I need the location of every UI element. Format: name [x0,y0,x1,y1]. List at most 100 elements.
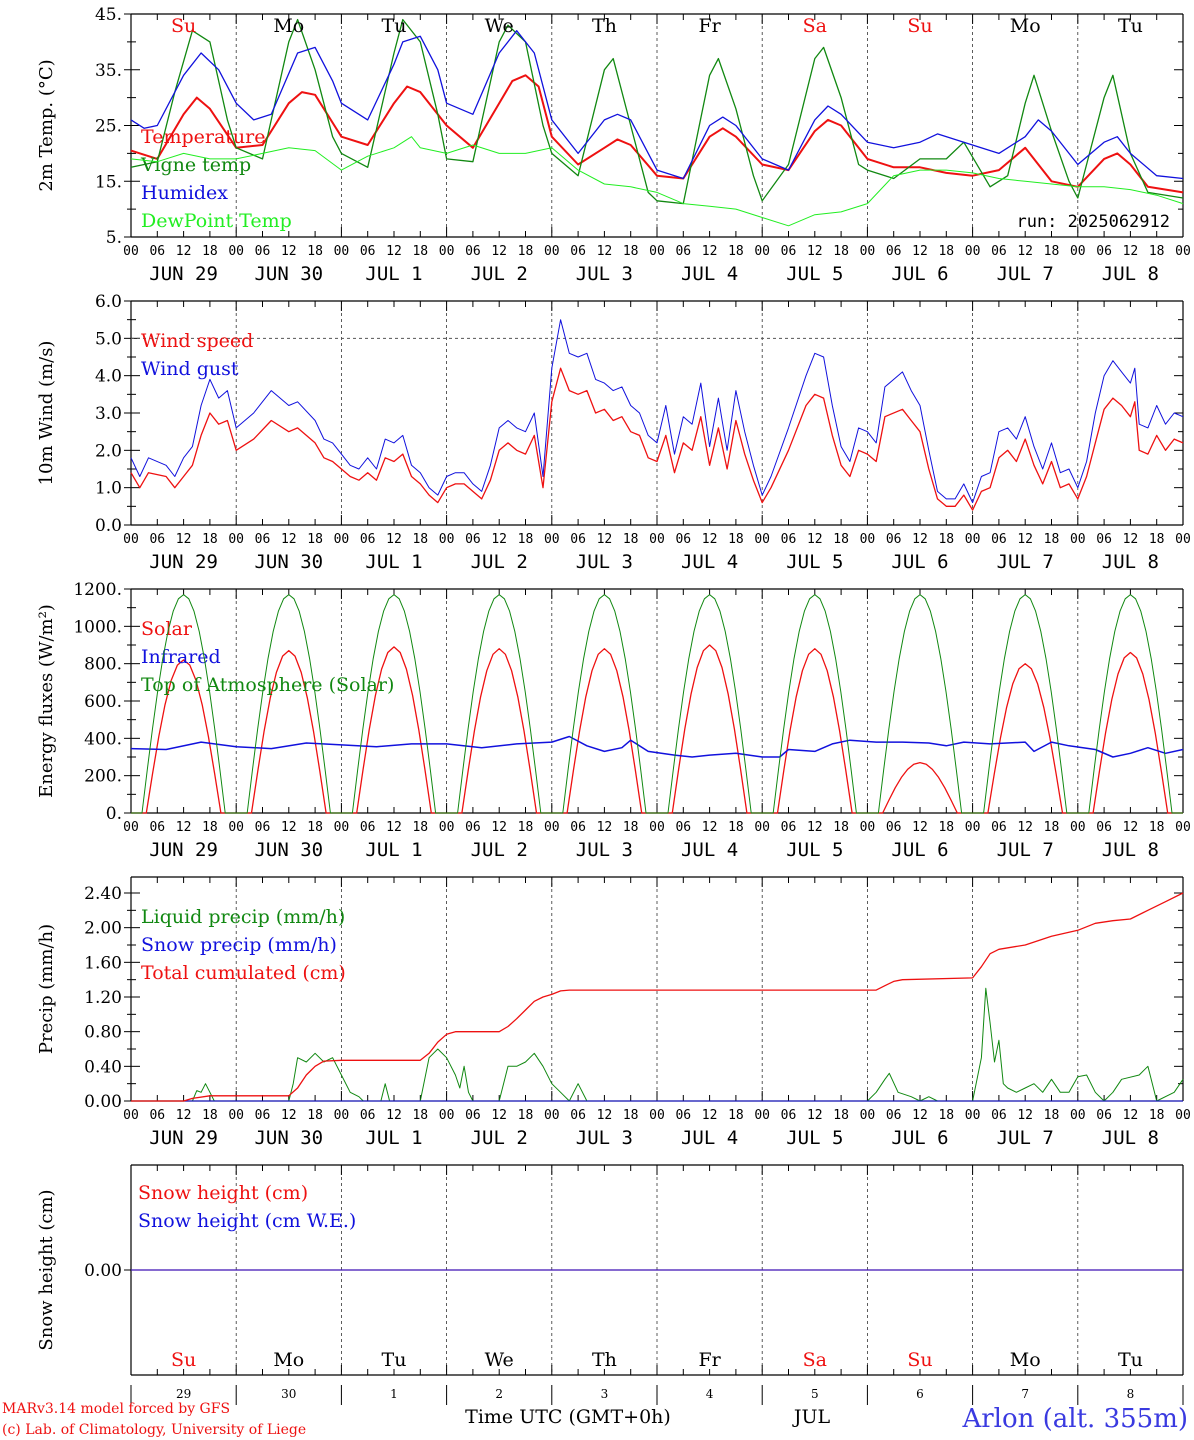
x-hour-label: 00 [228,820,244,835]
x-hour-label: 06 [149,532,165,547]
series-temperature [130,74,1184,194]
x-hour-label: 12 [1123,532,1139,547]
x-hour-label: 12 [176,244,192,259]
x-date-label: JUL 8 [1102,1127,1159,1149]
x-date-label: JUN 30 [254,1127,323,1149]
x-hour-label: 00 [965,1108,981,1123]
y-tick-label: 0.0 [95,516,122,536]
weekday-label: Su [907,15,932,37]
weekday-label: We [485,1349,514,1371]
x-hour-label: 00 [860,820,876,835]
x-hour-label: 00 [544,1108,560,1123]
x-hour-label: 18 [728,1108,744,1123]
x-hour-label: 00 [439,1108,455,1123]
x-hour-label: 12 [1123,1108,1139,1123]
x-hour-label: 12 [281,532,297,547]
weekday-label: Mo [273,15,304,37]
x-hour-label: 06 [675,244,691,259]
x-date-label: JUL 6 [891,263,948,285]
weekday-label: Sa [803,1349,827,1371]
y-axis-label: Snow height (cm) [36,1189,57,1350]
x-hour-label: 00 [544,532,560,547]
x-hour-label: 00 [965,244,981,259]
y-tick-label: 5.0 [95,329,122,349]
x-hour-label: 06 [149,1108,165,1123]
series-liquid-precip-mm-h- [131,987,1184,1102]
weekday-label: Th [592,15,617,37]
x-date-label: JUL 1 [365,551,422,573]
x-hour-label: 00 [228,532,244,547]
x-hour-label: 18 [1044,532,1060,547]
x-date-label: JUL 5 [786,839,843,861]
series-wind-speed [130,367,1184,511]
y-tick-label: 25. [95,117,122,137]
x-hour-label: 00 [860,532,876,547]
x-hour-label: 00 [965,532,981,547]
x-hour-label: 18 [938,244,954,259]
day-number: 30 [281,1387,296,1401]
x-hour-label: 12 [176,1108,192,1123]
x-hour-label: 18 [1149,820,1165,835]
y-axis-label: 2m Temp. (°C) [36,59,57,191]
series-dewpoint-temp [130,136,1184,227]
x-date-label: JUL 4 [681,551,738,573]
x-hour-label: 00 [334,532,350,547]
y-tick-label: 0. [106,804,122,824]
x-hour-label: 06 [465,820,481,835]
x-hour-label: 00 [439,244,455,259]
x-hour-label: 18 [518,1108,534,1123]
x-hour-label: 12 [702,244,718,259]
x-hour-label: 00 [649,1108,665,1123]
x-hour-label: 00 [649,820,665,835]
x-hour-label: 18 [938,820,954,835]
x-hour-label: 06 [360,532,376,547]
x-hour-label: 06 [570,532,586,547]
y-axis-label: Energy fluxes (W/m²) [36,604,57,798]
weekday-label: Mo [273,1349,304,1371]
series-total-cumulated-cm- [131,892,1184,1102]
x-hour-label: 00 [649,244,665,259]
x-hour-label: 06 [570,1108,586,1123]
legend-entry: Infrared [141,646,221,668]
x-hour-label: 06 [360,244,376,259]
x-hour-label: 12 [281,820,297,835]
x-hour-label: 12 [491,244,507,259]
day-number: 4 [706,1387,714,1401]
x-date-label: JUN 29 [149,551,218,573]
x-hour-label: 06 [465,532,481,547]
x-date-label: JUL 5 [786,263,843,285]
x-hour-label: 12 [1017,244,1033,259]
x-hour-label: 18 [412,244,428,259]
legend-entry: Wind gust [141,358,239,380]
x-hour-label: 00 [123,1108,139,1123]
y-tick-label: 0.40 [84,1057,122,1077]
x-hour-label: 12 [1017,820,1033,835]
legend-entry: Wind speed [141,330,253,352]
x-hour-label: 18 [833,532,849,547]
x-date-label: JUL 6 [891,839,948,861]
weekday-label: Su [171,1349,196,1371]
x-date-label: JUL 1 [365,839,422,861]
x-hour-label: 06 [360,820,376,835]
x-hour-label: 18 [728,532,744,547]
x-hour-label: 12 [597,244,613,259]
x-hour-label: 12 [386,532,402,547]
x-hour-label: 12 [702,532,718,547]
x-date-label: JUL 3 [576,551,633,573]
x-hour-label: 12 [597,1108,613,1123]
x-hour-label: 18 [938,1108,954,1123]
y-tick-label: 1200. [73,580,122,600]
legend-entry: Snow precip (mm/h) [141,934,337,956]
x-hour-label: 12 [1123,820,1139,835]
x-hour-label: 18 [833,820,849,835]
x-hour-label: 06 [675,1108,691,1123]
x-hour-label: 00 [439,820,455,835]
x-hour-label: 18 [202,820,218,835]
x-hour-label: 06 [255,820,271,835]
x-hour-label: 12 [807,532,823,547]
day-number: 3 [601,1387,609,1401]
y-tick-label: 0.80 [84,1023,122,1043]
x-hour-label: 06 [1096,532,1112,547]
x-hour-label: 00 [1070,820,1086,835]
x-hour-label: 12 [912,820,928,835]
